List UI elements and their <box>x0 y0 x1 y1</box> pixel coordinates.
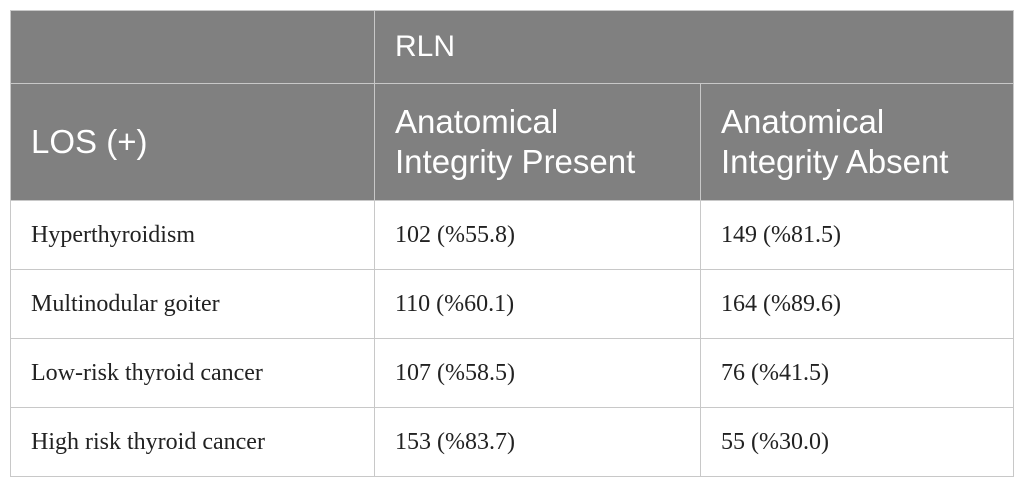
row-label: Multinodular goiter <box>10 269 375 339</box>
cell-present: 153 (%83.7) <box>374 407 701 477</box>
header-integrity-present: Anatomical Integrity Present <box>374 83 701 201</box>
row-label: Low-risk thyroid cancer <box>10 338 375 408</box>
header-row-group: RLN <box>10 10 1015 84</box>
data-table-container: RLN LOS (+) Anatomical Integrity Present… <box>10 10 1015 477</box>
table-row: Hyperthyroidism 102 (%55.8) 149 (%81.5) <box>10 200 1015 270</box>
cell-present: 102 (%55.8) <box>374 200 701 270</box>
row-label: High risk thyroid cancer <box>10 407 375 477</box>
cell-absent: 55 (%30.0) <box>699 407 1015 477</box>
table-row: Multinodular goiter 110 (%60.1) 164 (%89… <box>10 269 1015 339</box>
cell-present: 107 (%58.5) <box>374 338 701 408</box>
header-empty-cell <box>10 10 375 84</box>
cell-absent: 149 (%81.5) <box>699 200 1015 270</box>
table-row: High risk thyroid cancer 153 (%83.7) 55 … <box>10 407 1015 477</box>
header-los: LOS (+) <box>10 83 375 201</box>
table-body: Hyperthyroidism 102 (%55.8) 149 (%81.5) … <box>10 200 1015 477</box>
row-label: Hyperthyroidism <box>10 200 375 270</box>
table-row: Low-risk thyroid cancer 107 (%58.5) 76 (… <box>10 338 1015 408</box>
data-table: RLN LOS (+) Anatomical Integrity Present… <box>10 10 1015 477</box>
cell-present: 110 (%60.1) <box>374 269 701 339</box>
header-integrity-absent: Anatomical Integrity Absent <box>699 83 1015 201</box>
cell-absent: 76 (%41.5) <box>699 338 1015 408</box>
header-row-columns: LOS (+) Anatomical Integrity Present Ana… <box>10 83 1015 201</box>
header-group-rln: RLN <box>373 10 1015 84</box>
cell-absent: 164 (%89.6) <box>699 269 1015 339</box>
table-header: RLN LOS (+) Anatomical Integrity Present… <box>10 10 1015 201</box>
